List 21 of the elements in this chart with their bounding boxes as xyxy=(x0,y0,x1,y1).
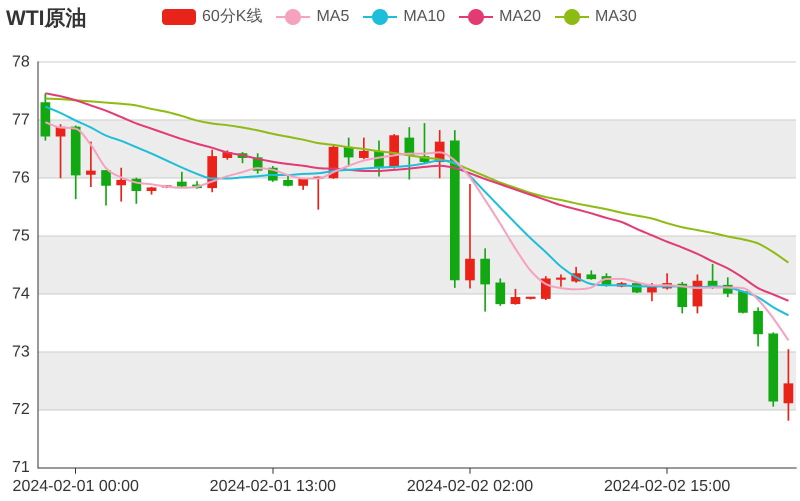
legend-label: MA5 xyxy=(316,8,350,26)
legend-label: MA10 xyxy=(403,8,446,26)
y-tick-label: 72 xyxy=(12,401,30,418)
y-tick-label: 77 xyxy=(12,111,30,128)
x-tick-label: 2024-02-01 13:00 xyxy=(210,478,336,495)
candlestick xyxy=(465,184,475,288)
y-tick-label: 74 xyxy=(12,285,30,302)
legend-label: MA30 xyxy=(594,8,637,26)
y-tick-label: 76 xyxy=(12,169,30,186)
legend-label: 60分K线 xyxy=(202,6,262,27)
legend-label: MA20 xyxy=(499,8,541,26)
y-tick-label: 73 xyxy=(12,343,30,360)
candlestick xyxy=(556,274,566,287)
x-tick-label: 2024-02-02 15:00 xyxy=(604,478,730,495)
y-tick-label: 71 xyxy=(12,459,30,476)
line-series xyxy=(44,98,790,264)
x-tick-label: 2024-02-01 00:00 xyxy=(12,478,139,495)
y-tick-label: 75 xyxy=(12,227,30,244)
y-tick-label: 78 xyxy=(12,53,30,70)
x-tick-label: 2024-02-02 02:00 xyxy=(406,478,534,495)
chart-title: WTI原油 xyxy=(6,6,86,32)
